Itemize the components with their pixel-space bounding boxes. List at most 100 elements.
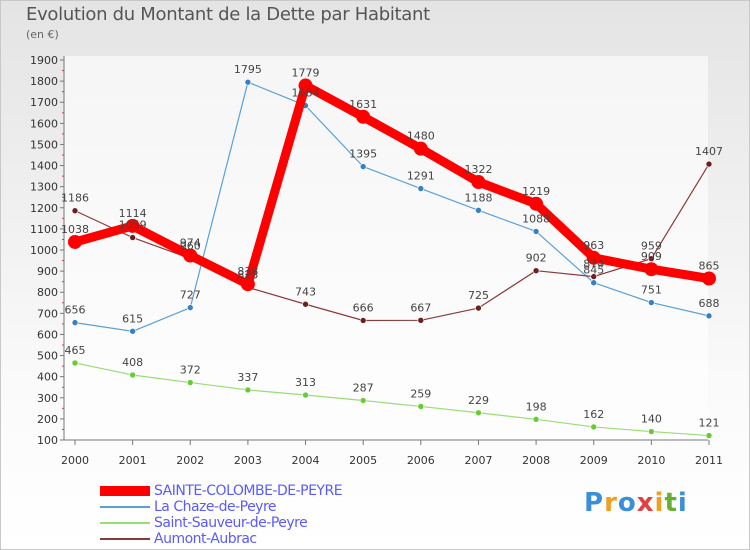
legend-label: SAINTE-COLOMBE-DE-PEYRE xyxy=(154,483,343,499)
data-point xyxy=(413,141,428,156)
data-point xyxy=(529,196,544,211)
data-point xyxy=(471,175,486,190)
data-label: 1219 xyxy=(522,185,550,198)
data-point xyxy=(590,279,598,287)
data-point xyxy=(475,207,482,214)
data-label: 666 xyxy=(353,302,374,315)
data-point xyxy=(359,397,367,404)
data-point xyxy=(532,228,540,235)
data-point xyxy=(183,248,198,263)
data-point xyxy=(705,432,713,439)
legend-swatch xyxy=(100,486,150,496)
data-point xyxy=(302,391,309,399)
data-label: 1779 xyxy=(292,67,320,80)
y-tick-label: 1800 xyxy=(30,75,58,88)
data-label: 337 xyxy=(237,371,258,384)
logo-letter: i xyxy=(677,488,688,518)
y-tick-label: 1400 xyxy=(30,160,58,173)
data-label: 838 xyxy=(237,265,258,278)
logo-letter: x xyxy=(636,488,655,518)
logo-letter: r xyxy=(604,488,618,518)
y-tick-label: 100 xyxy=(37,434,58,447)
logo-letter: P xyxy=(584,488,605,518)
data-label: 1684 xyxy=(292,87,320,100)
data-point xyxy=(417,403,425,410)
data-point xyxy=(186,304,194,311)
data-label: 372 xyxy=(180,364,201,377)
data-label: 121 xyxy=(699,417,720,430)
data-label: 865 xyxy=(699,260,720,273)
y-tick-label: 1600 xyxy=(30,117,58,130)
data-label: 1407 xyxy=(695,145,723,158)
data-label: 1186 xyxy=(61,192,89,205)
x-tick-label: 2001 xyxy=(119,454,147,467)
chart-unit-label: (en €) xyxy=(26,28,59,41)
y-tick-label: 500 xyxy=(37,350,58,363)
data-label: 1188 xyxy=(464,191,492,204)
data-label: 1631 xyxy=(349,98,377,111)
proxiti-logo: Proxiti xyxy=(584,488,688,518)
data-label: 259 xyxy=(410,387,431,400)
logo-letter: i xyxy=(654,488,665,518)
data-point xyxy=(705,160,713,168)
x-tick-label: 2011 xyxy=(695,454,723,467)
data-point xyxy=(71,207,79,215)
data-point xyxy=(129,327,136,335)
y-tick-label: 600 xyxy=(37,328,58,341)
x-tick-label: 2002 xyxy=(176,454,204,467)
data-label: 974 xyxy=(180,236,201,249)
data-point xyxy=(702,271,716,286)
data-label: 725 xyxy=(468,289,489,302)
legend-label: Saint-Sauveur-de-Peyre xyxy=(154,515,308,531)
data-label: 751 xyxy=(641,284,662,297)
y-tick-label: 1100 xyxy=(30,223,58,236)
logo-letter: o xyxy=(617,488,637,518)
data-point xyxy=(302,300,309,308)
y-tick-label: 400 xyxy=(37,371,58,384)
x-tick-label: 2009 xyxy=(580,454,608,467)
data-point xyxy=(590,273,598,280)
data-label: 845 xyxy=(583,264,604,277)
data-point xyxy=(417,316,425,324)
x-tick-label: 2008 xyxy=(522,454,550,467)
data-point xyxy=(129,371,136,379)
legend-swatch xyxy=(100,538,150,540)
legend-swatch xyxy=(100,506,150,508)
legend-label: La Chaze-de-Peyre xyxy=(154,499,277,515)
data-label: 465 xyxy=(65,344,86,357)
data-label: 667 xyxy=(410,301,431,314)
x-tick-label: 2005 xyxy=(349,454,377,467)
y-tick-label: 300 xyxy=(37,392,58,405)
data-label: 1395 xyxy=(349,148,377,161)
data-point xyxy=(298,78,313,93)
y-tick-label: 1200 xyxy=(30,202,58,215)
data-point xyxy=(244,386,252,394)
data-label: 727 xyxy=(180,289,201,302)
data-point xyxy=(240,277,255,292)
data-label: 1088 xyxy=(522,212,550,225)
data-point xyxy=(186,379,194,386)
data-point xyxy=(648,299,655,306)
data-point xyxy=(71,319,79,326)
legend-swatch xyxy=(100,522,150,524)
data-point xyxy=(417,185,425,192)
data-label: 743 xyxy=(295,285,316,298)
data-label: 1038 xyxy=(61,223,89,236)
y-tick-label: 1500 xyxy=(30,138,58,151)
data-point xyxy=(125,218,140,233)
data-label: 1114 xyxy=(119,207,147,220)
data-point xyxy=(532,416,540,423)
y-tick-label: 1000 xyxy=(30,244,58,257)
data-point xyxy=(475,409,482,417)
data-label: 1480 xyxy=(407,130,435,143)
data-point xyxy=(129,234,136,241)
data-label: 162 xyxy=(583,408,604,421)
x-tick-label: 2007 xyxy=(464,454,492,467)
data-point xyxy=(705,312,713,320)
data-label: 960 xyxy=(180,239,201,252)
x-tick-label: 2006 xyxy=(407,454,435,467)
x-tick-label: 2004 xyxy=(292,454,320,467)
data-label: 959 xyxy=(641,240,662,253)
data-label: 287 xyxy=(353,382,374,395)
